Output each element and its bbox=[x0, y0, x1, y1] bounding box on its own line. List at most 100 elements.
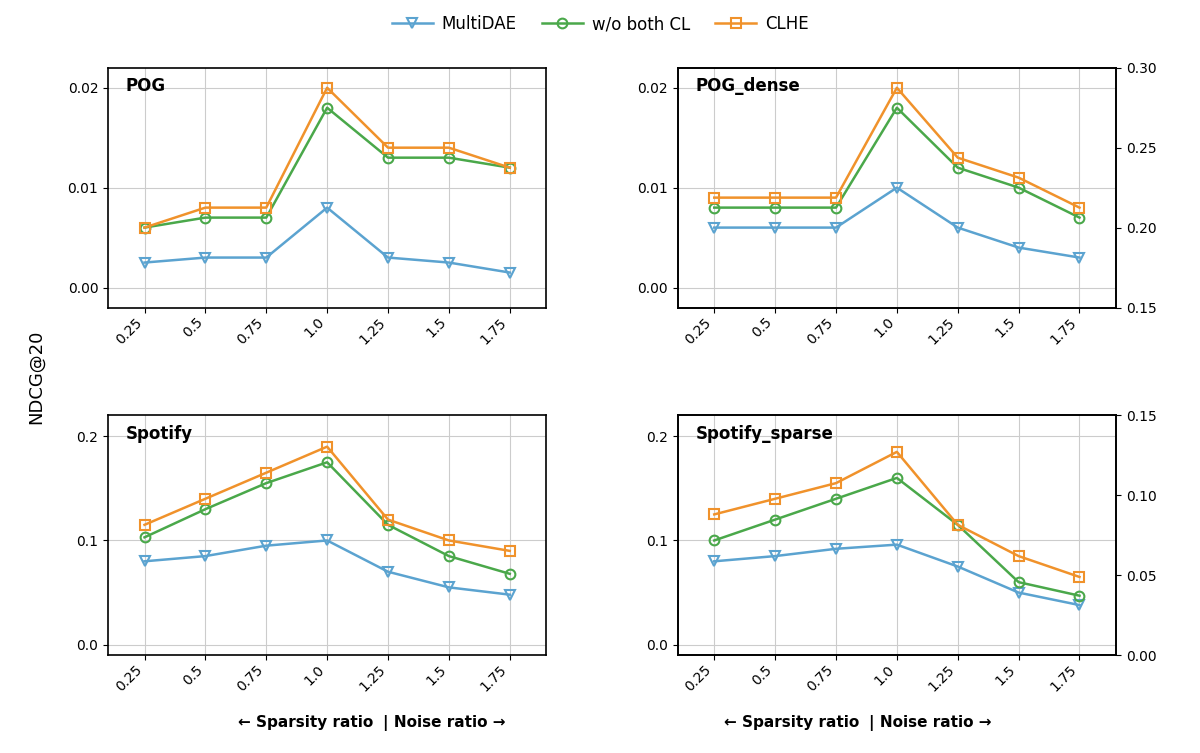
MultiDAE bbox=[829, 544, 844, 553]
MultiDAE bbox=[442, 258, 456, 267]
CLHE bbox=[1012, 173, 1026, 182]
w/o both CL bbox=[768, 515, 782, 524]
CLHE bbox=[1073, 203, 1087, 212]
MultiDAE bbox=[137, 556, 151, 566]
MultiDAE bbox=[889, 540, 904, 549]
w/o both CL bbox=[259, 479, 274, 488]
MultiDAE bbox=[259, 541, 274, 550]
w/o both CL bbox=[707, 203, 721, 212]
Line: w/o both CL: w/o both CL bbox=[709, 473, 1085, 601]
CLHE bbox=[768, 494, 782, 503]
MultiDAE bbox=[259, 253, 274, 262]
w/o both CL bbox=[1012, 578, 1026, 587]
MultiDAE bbox=[198, 253, 212, 262]
CLHE bbox=[1012, 552, 1026, 561]
MultiDAE bbox=[829, 223, 844, 232]
MultiDAE bbox=[707, 223, 721, 232]
w/o both CL bbox=[889, 474, 904, 483]
w/o both CL bbox=[380, 153, 395, 162]
Text: Spotify: Spotify bbox=[126, 425, 193, 443]
w/o both CL bbox=[829, 203, 844, 212]
w/o both CL bbox=[442, 552, 456, 561]
w/o both CL bbox=[950, 163, 965, 172]
CLHE bbox=[889, 447, 904, 456]
Text: | Noise ratio →: | Noise ratio → bbox=[869, 715, 991, 730]
CLHE bbox=[503, 163, 517, 172]
MultiDAE bbox=[950, 562, 965, 571]
MultiDAE bbox=[380, 253, 395, 262]
MultiDAE bbox=[503, 590, 517, 599]
Line: MultiDAE: MultiDAE bbox=[139, 535, 515, 599]
w/o both CL bbox=[380, 520, 395, 529]
Text: | Noise ratio →: | Noise ratio → bbox=[383, 715, 505, 730]
Line: MultiDAE: MultiDAE bbox=[709, 540, 1085, 610]
Line: CLHE: CLHE bbox=[139, 442, 515, 556]
w/o both CL bbox=[442, 153, 456, 162]
Line: MultiDAE: MultiDAE bbox=[139, 203, 515, 277]
w/o both CL bbox=[259, 213, 274, 222]
w/o both CL bbox=[1073, 213, 1087, 222]
w/o both CL bbox=[320, 458, 335, 467]
Line: MultiDAE: MultiDAE bbox=[709, 183, 1085, 262]
CLHE bbox=[259, 468, 274, 477]
MultiDAE bbox=[950, 223, 965, 232]
MultiDAE bbox=[768, 552, 782, 561]
w/o both CL bbox=[889, 103, 904, 112]
MultiDAE bbox=[137, 258, 151, 267]
CLHE bbox=[320, 84, 335, 93]
CLHE bbox=[380, 515, 395, 524]
MultiDAE bbox=[1012, 243, 1026, 252]
CLHE bbox=[707, 510, 721, 519]
CLHE bbox=[503, 547, 517, 556]
CLHE bbox=[442, 536, 456, 545]
Text: POG: POG bbox=[126, 78, 166, 96]
MultiDAE bbox=[768, 223, 782, 232]
Text: ← Sparsity ratio: ← Sparsity ratio bbox=[239, 715, 373, 730]
w/o both CL bbox=[829, 494, 844, 503]
Text: ← Sparsity ratio: ← Sparsity ratio bbox=[725, 715, 859, 730]
MultiDAE bbox=[442, 583, 456, 592]
Line: w/o both CL: w/o both CL bbox=[139, 457, 515, 578]
CLHE bbox=[768, 193, 782, 202]
MultiDAE bbox=[889, 183, 904, 192]
CLHE bbox=[137, 520, 151, 529]
CLHE bbox=[259, 203, 274, 212]
w/o both CL bbox=[950, 520, 965, 529]
Line: w/o both CL: w/o both CL bbox=[709, 103, 1085, 222]
Text: POG_dense: POG_dense bbox=[695, 78, 800, 96]
MultiDAE bbox=[707, 556, 721, 566]
w/o both CL bbox=[1012, 183, 1026, 192]
CLHE bbox=[829, 479, 844, 488]
CLHE bbox=[380, 143, 395, 152]
MultiDAE bbox=[198, 552, 212, 561]
Text: Spotify_sparse: Spotify_sparse bbox=[695, 425, 833, 443]
Line: CLHE: CLHE bbox=[709, 447, 1085, 582]
CLHE bbox=[707, 193, 721, 202]
MultiDAE bbox=[1073, 253, 1087, 262]
MultiDAE bbox=[503, 268, 517, 277]
w/o both CL bbox=[503, 163, 517, 172]
w/o both CL bbox=[137, 533, 151, 542]
MultiDAE bbox=[380, 567, 395, 576]
CLHE bbox=[829, 193, 844, 202]
Text: NDCG@20: NDCG@20 bbox=[26, 329, 46, 424]
w/o both CL bbox=[707, 536, 721, 545]
CLHE bbox=[950, 153, 965, 162]
MultiDAE bbox=[1073, 601, 1087, 610]
MultiDAE bbox=[320, 536, 335, 545]
Legend: MultiDAE, w/o both CL, CLHE: MultiDAE, w/o both CL, CLHE bbox=[385, 8, 815, 40]
Line: CLHE: CLHE bbox=[709, 83, 1085, 212]
MultiDAE bbox=[1012, 588, 1026, 597]
Line: CLHE: CLHE bbox=[139, 83, 515, 233]
MultiDAE bbox=[320, 203, 335, 212]
CLHE bbox=[950, 520, 965, 529]
w/o both CL bbox=[198, 213, 212, 222]
w/o both CL bbox=[503, 569, 517, 578]
CLHE bbox=[137, 223, 151, 232]
w/o both CL bbox=[198, 505, 212, 514]
w/o both CL bbox=[1073, 591, 1087, 600]
CLHE bbox=[1073, 572, 1087, 581]
CLHE bbox=[198, 494, 212, 503]
w/o both CL bbox=[137, 223, 151, 232]
w/o both CL bbox=[320, 103, 335, 112]
